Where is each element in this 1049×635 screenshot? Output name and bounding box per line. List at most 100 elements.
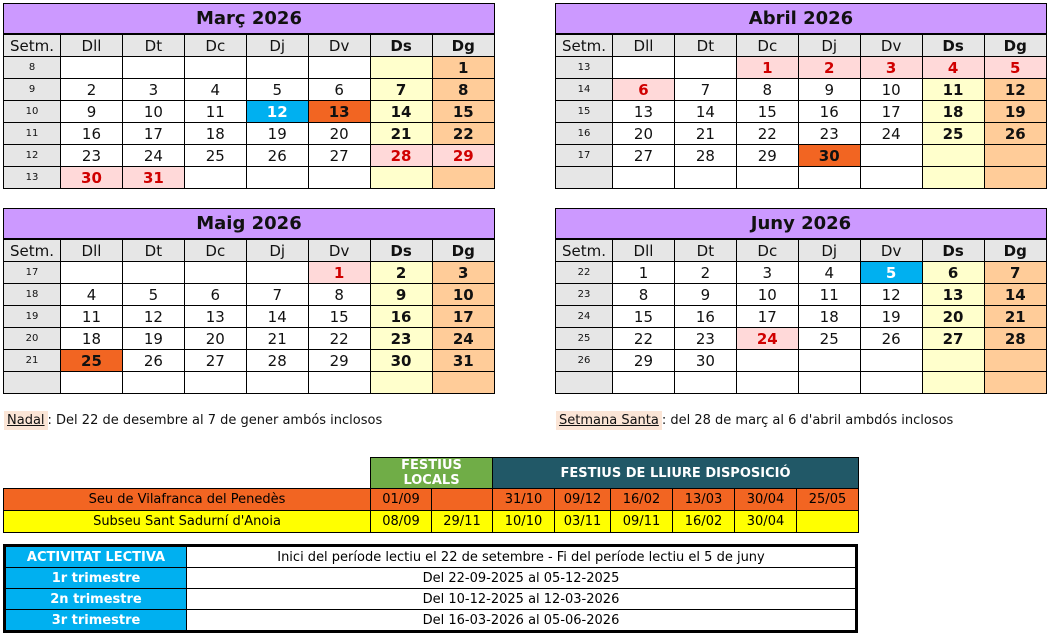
day-cell: 25 [921, 122, 985, 145]
weekday-header: Dv [307, 34, 371, 57]
day-cell: 14 [673, 100, 737, 123]
day-cell: 12 [245, 100, 309, 123]
week-row: 22 1 2 3 4 5 6 7 [556, 261, 1046, 284]
empty-cell [307, 371, 371, 393]
festiu-lliure: 25/05 [796, 488, 859, 511]
empty-cell [245, 56, 309, 79]
day-cell: 13 [612, 100, 675, 123]
weekday-header: Dll [60, 239, 123, 262]
day-cell: 6 [921, 261, 985, 284]
day-cell: 15 [612, 305, 675, 328]
empty-cell [431, 371, 494, 393]
weekday-header: Dc [735, 239, 799, 262]
empty-cell [307, 166, 371, 188]
week-number: 19 [4, 305, 61, 328]
day-cell: 5 [121, 283, 185, 306]
empty-cell [60, 261, 123, 284]
week-number [556, 371, 613, 393]
weekday-header: Dll [612, 34, 675, 57]
day-cell: 1 [612, 261, 675, 284]
day-cell: 30 [797, 144, 861, 167]
week-row [556, 166, 1046, 188]
day-cell: 16 [60, 122, 123, 145]
week-row: 12 23 24 25 26 27 28 29 [4, 144, 494, 167]
seu-name: Seu de Vilafranca del Penedès [3, 488, 371, 511]
weekday-header: Dj [797, 34, 861, 57]
week-number: 10 [4, 100, 61, 123]
day-cell: 20 [921, 305, 985, 328]
trimestre-dates: Del 16-03-2026 al 05-06-2026 [186, 609, 857, 632]
day-cell: 29 [431, 144, 494, 167]
week-row: 17 1 2 3 [4, 261, 494, 284]
week-row: 20 18 19 20 21 22 23 24 [4, 327, 494, 350]
day-cell: 19 [121, 327, 185, 350]
day-cell: 27 [921, 327, 985, 350]
trimestre-row: 2n trimestre Del 10-12-2025 al 12-03-2026 [4, 588, 857, 610]
empty-cell [60, 56, 123, 79]
empty-cell [797, 371, 861, 393]
day-cell: 4 [60, 283, 123, 306]
day-cell: 30 [60, 166, 123, 188]
week-header: Setm. [556, 34, 613, 57]
week-number: 14 [556, 78, 613, 101]
day-cell: 15 [431, 100, 494, 123]
day-cell: 21 [983, 305, 1046, 328]
day-cell: 3 [121, 78, 185, 101]
day-cell: 15 [735, 100, 799, 123]
empty-cell [183, 166, 247, 188]
day-cell: 10 [431, 283, 494, 306]
empty-cell [921, 349, 985, 372]
week-row: 11 16 17 18 19 20 21 22 [4, 122, 494, 145]
day-cell: 24 [431, 327, 494, 350]
weekday-header: Dll [612, 239, 675, 262]
empty-cell [121, 261, 185, 284]
festiu-local: 01/09 [370, 488, 432, 511]
empty-cell [612, 56, 675, 79]
day-cell: 20 [183, 327, 247, 350]
festiu-local: 08/09 [370, 510, 432, 533]
weekday-header: Dc [183, 34, 247, 57]
day-cell: 10 [121, 100, 185, 123]
week-row: 16 20 21 22 23 24 25 26 [556, 122, 1046, 145]
day-cell: 18 [183, 122, 247, 145]
day-cell: 6 [183, 283, 247, 306]
empty-cell [369, 56, 433, 79]
festiu-lliure: 30/04 [734, 488, 797, 511]
day-cell: 22 [735, 122, 799, 145]
week-number: 20 [4, 327, 61, 350]
day-cell: 31 [121, 166, 185, 188]
day-cell: 18 [921, 100, 985, 123]
nadal-label: Nadal [4, 411, 48, 430]
day-cell: 22 [431, 122, 494, 145]
trimestre-row: 1r trimestre Del 22-09-2025 al 05-12-2025 [4, 567, 857, 589]
day-cell: 3 [859, 56, 923, 79]
day-cell: 13 [921, 283, 985, 306]
day-cell: 4 [183, 78, 247, 101]
day-cell: 26 [859, 327, 923, 350]
day-cell: 28 [245, 349, 309, 372]
day-cell: 9 [673, 283, 737, 306]
trimestre-row: 3r trimestre Del 16-03-2026 al 05-06-2026 [4, 609, 857, 632]
week-row [4, 371, 494, 393]
weekday-header: Dt [673, 239, 737, 262]
day-cell: 18 [60, 327, 123, 350]
day-cell: 12 [983, 78, 1046, 101]
day-cell: 17 [735, 305, 799, 328]
day-cell: 16 [673, 305, 737, 328]
day-cell: 11 [60, 305, 123, 328]
festiu-lliure: 31/10 [492, 488, 555, 511]
weekday-header: Dv [307, 239, 371, 262]
week-number: 9 [4, 78, 61, 101]
festius-row-sant-sadurni: Subseu Sant Sadurní d'Anoia 08/09 29/11 … [3, 510, 859, 533]
empty-cell [983, 144, 1046, 167]
day-cell: 7 [245, 283, 309, 306]
day-cell: 26 [983, 122, 1046, 145]
day-cell: 27 [612, 144, 675, 167]
day-cell: 19 [983, 100, 1046, 123]
week-row: 25 22 23 24 25 26 27 28 [556, 327, 1046, 350]
empty-cell [735, 349, 799, 372]
day-cell: 1 [307, 261, 371, 284]
weekday-header: Dj [797, 239, 861, 262]
festius-lliure-header: FESTIUS DE LLIURE DISPOSICIÓ [492, 457, 859, 489]
